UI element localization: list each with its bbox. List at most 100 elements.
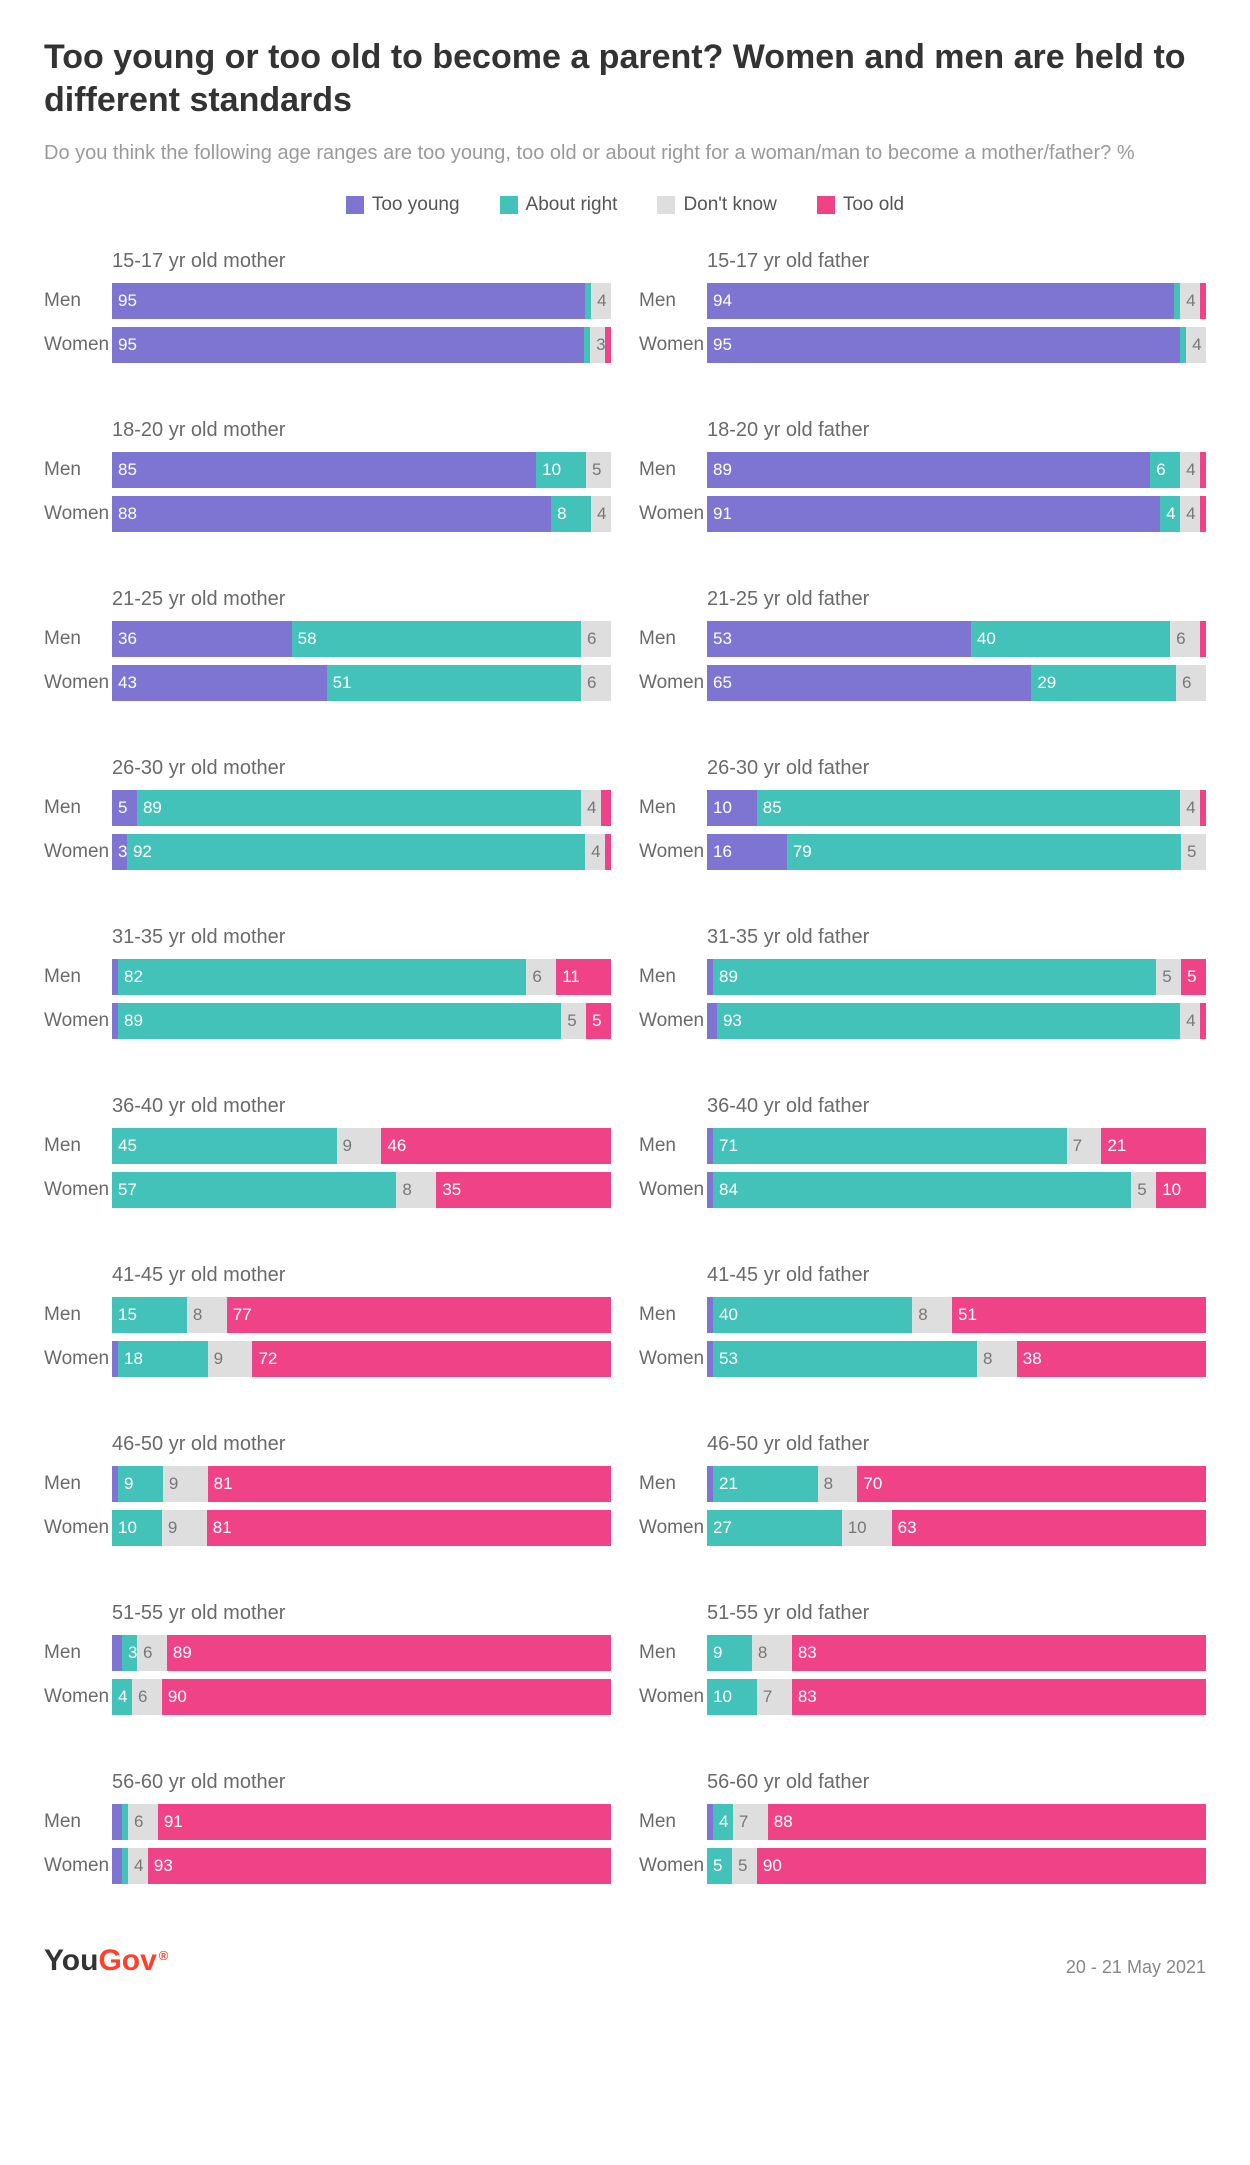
bar-row: Women43516 bbox=[44, 665, 611, 701]
chart-panel: 46-50 yr old motherMen9981Women10981 bbox=[44, 1433, 611, 1554]
bar-segment-about-right: 4 bbox=[713, 1804, 733, 1840]
bar-segment-dont-know: 3 bbox=[590, 327, 605, 363]
stacked-bar: 45946 bbox=[112, 1128, 611, 1164]
bar-segment-about-right: 10 bbox=[112, 1510, 162, 1546]
brand-gov: Gov bbox=[98, 1944, 156, 1978]
bar-segment-too-young bbox=[707, 1003, 717, 1039]
stacked-bar: 10981 bbox=[112, 1510, 611, 1546]
stacked-bar: 10854 bbox=[707, 790, 1206, 826]
stacked-bar: 85105 bbox=[112, 452, 611, 488]
bar-segment-too-old bbox=[1200, 452, 1206, 488]
bar-segment-too-young: 3 bbox=[112, 834, 127, 870]
row-label: Women bbox=[639, 672, 707, 694]
bar-segment-too-old: 77 bbox=[227, 1297, 611, 1333]
row-label: Men bbox=[639, 797, 707, 819]
bar-segment-dont-know: 6 bbox=[137, 1635, 167, 1671]
bar-row: Men21870 bbox=[639, 1466, 1206, 1502]
row-label: Women bbox=[44, 1348, 112, 1370]
chart-panel: 15-17 yr old motherMen954Women953 bbox=[44, 250, 611, 371]
stacked-bar: 16795 bbox=[707, 834, 1206, 870]
bar-segment-too-young: 95 bbox=[112, 327, 584, 363]
bar-segment-dont-know: 6 bbox=[128, 1804, 158, 1840]
row-label: Men bbox=[639, 966, 707, 988]
bar-row: Men53406 bbox=[639, 621, 1206, 657]
bar-segment-about-right: 89 bbox=[713, 959, 1156, 995]
bar-segment-dont-know: 8 bbox=[187, 1297, 227, 1333]
panel-title: 46-50 yr old father bbox=[707, 1433, 1206, 1456]
stacked-bar: 4788 bbox=[707, 1804, 1206, 1840]
bar-segment-about-right: 8 bbox=[551, 496, 591, 532]
bar-segment-too-young bbox=[112, 1804, 122, 1840]
row-label: Men bbox=[44, 1473, 112, 1495]
bar-segment-dont-know: 5 bbox=[732, 1848, 757, 1884]
bar-segment-dont-know: 4 bbox=[1180, 790, 1200, 826]
bar-segment-dont-know: 8 bbox=[818, 1466, 858, 1502]
stacked-bar: 65296 bbox=[707, 665, 1206, 701]
bar-row: Women3924 bbox=[44, 834, 611, 870]
row-label: Men bbox=[44, 1811, 112, 1833]
chart-panel: 26-30 yr old fatherMen10854Women16795 bbox=[639, 757, 1206, 878]
bar-segment-about-right: 45 bbox=[112, 1128, 337, 1164]
row-label: Men bbox=[44, 1304, 112, 1326]
row-label: Men bbox=[44, 797, 112, 819]
chart-grid: 15-17 yr old motherMen954Women95315-17 y… bbox=[44, 250, 1206, 1892]
bar-segment-about-right: 10 bbox=[707, 1679, 757, 1715]
bar-segment-dont-know: 4 bbox=[1180, 452, 1200, 488]
stacked-bar: 691 bbox=[112, 1804, 611, 1840]
bar-segment-too-young bbox=[112, 1848, 122, 1884]
panel-title: 26-30 yr old mother bbox=[112, 757, 611, 780]
legend-swatch bbox=[346, 196, 364, 214]
bar-segment-too-young: 43 bbox=[112, 665, 327, 701]
footer: YouGov® 20 - 21 May 2021 bbox=[44, 1944, 1206, 1978]
bar-segment-too-old: 93 bbox=[148, 1848, 611, 1884]
stacked-bar: 493 bbox=[112, 1848, 611, 1884]
bar-row: Men4788 bbox=[639, 1804, 1206, 1840]
bar-segment-too-young: 95 bbox=[112, 283, 585, 319]
stacked-bar: 953 bbox=[112, 327, 611, 363]
bar-row: Men85105 bbox=[44, 452, 611, 488]
row-label: Women bbox=[639, 1686, 707, 1708]
bar-segment-too-young: 5 bbox=[112, 790, 137, 826]
legend-item: Don't know bbox=[657, 194, 776, 216]
row-label: Women bbox=[639, 1179, 707, 1201]
stacked-bar: 10783 bbox=[707, 1679, 1206, 1715]
bar-segment-too-old bbox=[1200, 621, 1206, 657]
bar-row: Men71721 bbox=[639, 1128, 1206, 1164]
bar-segment-too-old: 35 bbox=[436, 1172, 611, 1208]
chart-panel: 18-20 yr old fatherMen8964Women9144 bbox=[639, 419, 1206, 540]
row-label: Women bbox=[639, 1517, 707, 1539]
bar-segment-dont-know: 7 bbox=[757, 1679, 792, 1715]
row-label: Men bbox=[44, 966, 112, 988]
bar-row: Women84510 bbox=[639, 1172, 1206, 1208]
bar-segment-about-right: 9 bbox=[118, 1466, 163, 1502]
bar-row: Women493 bbox=[44, 1848, 611, 1884]
chart-panel: 41-45 yr old motherMen15877Women18972 bbox=[44, 1264, 611, 1385]
bar-segment-dont-know: 4 bbox=[581, 790, 601, 826]
chart-panel: 15-17 yr old fatherMen944Women954 bbox=[639, 250, 1206, 371]
panel-title: 31-35 yr old father bbox=[707, 926, 1206, 949]
bar-segment-too-old bbox=[1200, 496, 1206, 532]
chart-panel: 21-25 yr old fatherMen53406Women65296 bbox=[639, 588, 1206, 709]
bar-segment-dont-know: 5 bbox=[1156, 959, 1181, 995]
chart-panel: 41-45 yr old fatherMen40851Women53838 bbox=[639, 1264, 1206, 1385]
bar-segment-too-old: 5 bbox=[1181, 959, 1206, 995]
stacked-bar: 8964 bbox=[707, 452, 1206, 488]
bar-segment-dont-know: 9 bbox=[162, 1510, 207, 1546]
row-label: Men bbox=[44, 290, 112, 312]
row-label: Men bbox=[639, 1811, 707, 1833]
bar-segment-too-young: 65 bbox=[707, 665, 1031, 701]
bar-segment-about-right: 85 bbox=[757, 790, 1180, 826]
bar-segment-too-old bbox=[605, 834, 611, 870]
bar-segment-too-old: 63 bbox=[892, 1510, 1206, 1546]
bar-segment-too-old: 10 bbox=[1156, 1172, 1206, 1208]
bar-segment-about-right: 58 bbox=[292, 621, 581, 657]
stacked-bar: 9144 bbox=[707, 496, 1206, 532]
chart-panel: 36-40 yr old fatherMen71721Women84510 bbox=[639, 1095, 1206, 1216]
bar-segment-too-old bbox=[1200, 1003, 1206, 1039]
bar-segment-too-old: 88 bbox=[768, 1804, 1206, 1840]
bar-row: Women4690 bbox=[44, 1679, 611, 1715]
bar-segment-too-old: 51 bbox=[952, 1297, 1206, 1333]
bar-segment-too-old: 90 bbox=[757, 1848, 1206, 1884]
bar-segment-dont-know: 4 bbox=[128, 1848, 148, 1884]
bar-row: Men9883 bbox=[639, 1635, 1206, 1671]
